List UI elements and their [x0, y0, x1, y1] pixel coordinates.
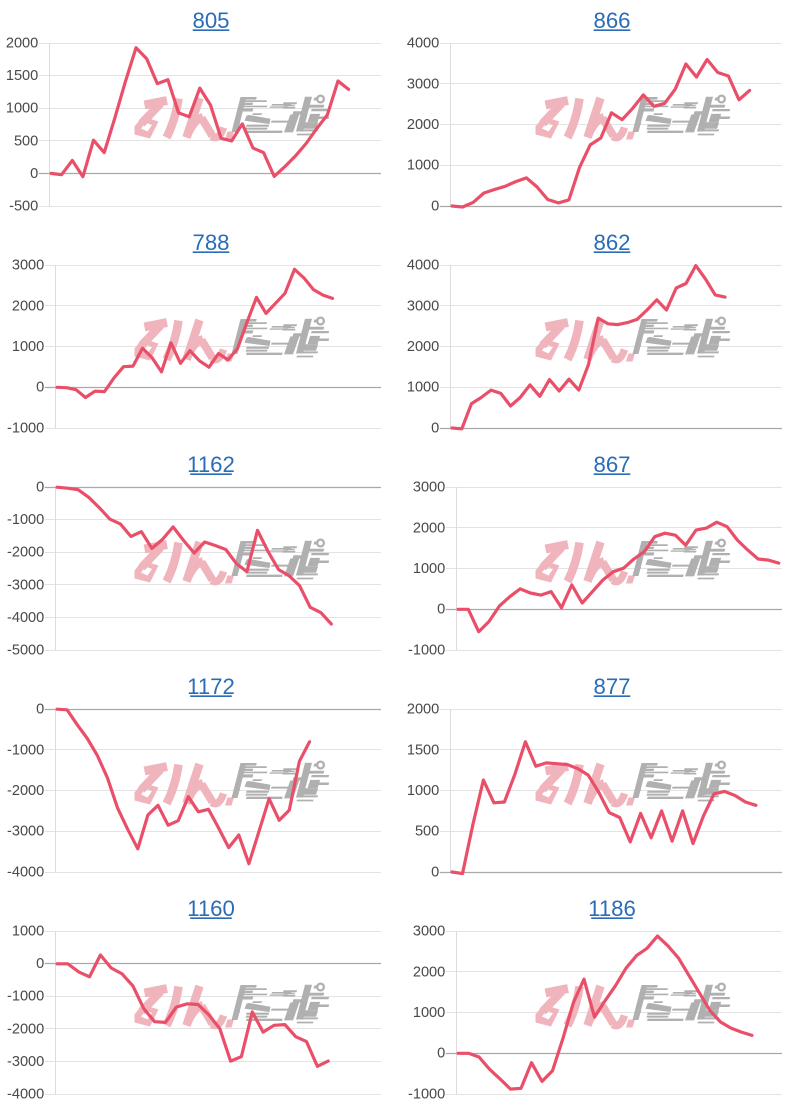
svg-text:-4000: -4000 [7, 1086, 44, 1102]
svg-text:3000: 3000 [12, 258, 44, 274]
svg-text:1000: 1000 [6, 101, 38, 117]
svg-text:1000: 1000 [12, 339, 44, 355]
svg-text:1000: 1000 [413, 561, 445, 577]
svg-text:788: 788 [192, 230, 229, 255]
svg-text:-1000: -1000 [7, 512, 44, 528]
svg-text:2000: 2000 [6, 36, 38, 52]
svg-text:-1000: -1000 [7, 742, 44, 758]
svg-text:1000: 1000 [413, 1005, 445, 1021]
svg-text:1160: 1160 [187, 896, 235, 921]
svg-text:0: 0 [431, 864, 439, 880]
svg-text:0: 0 [36, 702, 44, 718]
svg-text:-1000: -1000 [7, 420, 44, 436]
svg-text:-5000: -5000 [7, 642, 44, 658]
svg-text:1186: 1186 [588, 896, 636, 921]
svg-text:866: 866 [593, 8, 630, 33]
svg-text:-1000: -1000 [408, 1086, 445, 1102]
svg-text:3000: 3000 [413, 480, 445, 496]
svg-text:1172: 1172 [187, 674, 235, 699]
svg-text:867: 867 [593, 452, 630, 477]
svg-text:2000: 2000 [413, 520, 445, 536]
svg-text:862: 862 [593, 230, 630, 255]
svg-text:2000: 2000 [407, 117, 439, 133]
svg-text:2000: 2000 [12, 298, 44, 314]
svg-text:877: 877 [593, 674, 630, 699]
svg-text:0: 0 [437, 602, 445, 618]
svg-text:-3000: -3000 [7, 824, 44, 840]
svg-text:500: 500 [14, 133, 38, 149]
svg-text:1500: 1500 [407, 742, 439, 758]
svg-text:0: 0 [36, 956, 44, 972]
svg-text:0: 0 [36, 380, 44, 396]
svg-text:-4000: -4000 [7, 610, 44, 626]
svg-text:3000: 3000 [407, 298, 439, 314]
svg-text:1500: 1500 [6, 68, 38, 84]
svg-text:2000: 2000 [413, 964, 445, 980]
svg-text:1162: 1162 [187, 452, 235, 477]
svg-text:1000: 1000 [12, 924, 44, 940]
svg-text:-4000: -4000 [7, 864, 44, 880]
svg-text:1000: 1000 [407, 158, 439, 174]
svg-text:-3000: -3000 [7, 1054, 44, 1070]
svg-text:1000: 1000 [407, 380, 439, 396]
svg-text:-2000: -2000 [7, 783, 44, 799]
svg-text:4000: 4000 [407, 258, 439, 274]
svg-text:3000: 3000 [407, 76, 439, 92]
svg-text:0: 0 [437, 1046, 445, 1062]
svg-text:3000: 3000 [413, 924, 445, 940]
svg-text:-1000: -1000 [7, 989, 44, 1005]
svg-text:0: 0 [30, 166, 38, 182]
svg-text:2000: 2000 [407, 339, 439, 355]
svg-text:805: 805 [192, 8, 229, 33]
svg-text:-2000: -2000 [7, 545, 44, 561]
svg-text:0: 0 [431, 420, 439, 436]
svg-text:0: 0 [431, 198, 439, 214]
svg-text:0: 0 [36, 480, 44, 496]
svg-text:500: 500 [415, 824, 439, 840]
svg-text:1000: 1000 [407, 783, 439, 799]
svg-text:-3000: -3000 [7, 577, 44, 593]
svg-text:-500: -500 [9, 198, 38, 214]
svg-text:-1000: -1000 [408, 642, 445, 658]
svg-text:-2000: -2000 [7, 1021, 44, 1037]
svg-text:2000: 2000 [407, 702, 439, 718]
svg-text:4000: 4000 [407, 36, 439, 52]
